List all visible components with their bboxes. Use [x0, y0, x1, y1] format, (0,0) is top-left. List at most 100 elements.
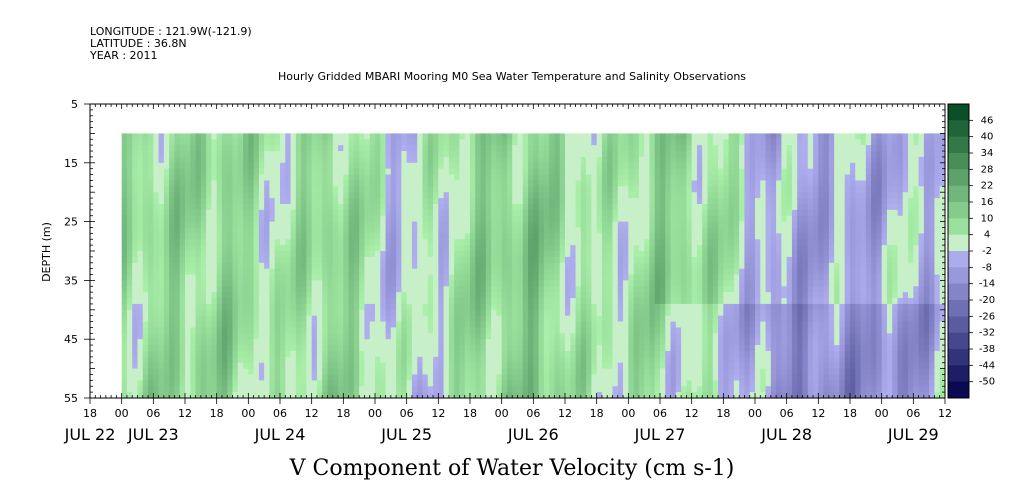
- heatmap-cell: [586, 274, 592, 281]
- heatmap-cell: [179, 174, 186, 182]
- heatmap-cell: [528, 162, 534, 170]
- heatmap-cell: [612, 374, 619, 381]
- heatmap-cell: [390, 133, 397, 140]
- heatmap-cell: [543, 209, 550, 217]
- heatmap-cell: [227, 203, 234, 211]
- heatmap-cell: [174, 174, 181, 182]
- heatmap-cell: [153, 186, 160, 193]
- heatmap-cell: [206, 386, 212, 393]
- heatmap-cell: [126, 239, 133, 246]
- heatmap-cell: [575, 256, 582, 264]
- heatmap-cell: [517, 356, 524, 364]
- heatmap-cell: [343, 133, 350, 140]
- heatmap-cell: [644, 274, 651, 281]
- heatmap-cell: [528, 198, 534, 205]
- heatmap-cell: [464, 145, 471, 152]
- heatmap-cell: [665, 268, 672, 276]
- heatmap-cell: [464, 198, 471, 205]
- heatmap-cell: [375, 368, 381, 376]
- heatmap-cell: [237, 386, 244, 393]
- heatmap-cell: [580, 309, 587, 317]
- heatmap-cell: [148, 192, 154, 199]
- heatmap-cell: [200, 133, 207, 140]
- heatmap-cell: [586, 368, 592, 376]
- heatmap-cell: [633, 256, 640, 264]
- heatmap-cell: [670, 362, 677, 370]
- heatmap-cell: [454, 145, 461, 152]
- heatmap-cell: [148, 280, 154, 287]
- heatmap-cell: [591, 180, 598, 187]
- heatmap-cell: [295, 274, 302, 281]
- heatmap-cell: [322, 186, 329, 193]
- heatmap-cell: [517, 274, 524, 281]
- heatmap-cell: [200, 156, 207, 164]
- heatmap-cell: [295, 151, 302, 158]
- heatmap-cell: [422, 215, 429, 223]
- heatmap-cell: [190, 327, 197, 334]
- heatmap-cell: [485, 209, 492, 217]
- heatmap-cell: [332, 256, 339, 264]
- heatmap-cell: [406, 233, 413, 240]
- heatmap-cell: [322, 139, 329, 146]
- heatmap-cell: [121, 180, 128, 187]
- heatmap-cell: [264, 215, 271, 223]
- heatmap-cell: [126, 368, 133, 376]
- heatmap-cell: [644, 292, 651, 299]
- heatmap-cell: [301, 262, 307, 270]
- heatmap-cell: [438, 350, 445, 358]
- heatmap-cell: [311, 174, 318, 182]
- heatmap-cell: [480, 151, 487, 158]
- heatmap-cell: [227, 298, 234, 305]
- heatmap-cell: [533, 315, 540, 323]
- heatmap-cell: [660, 362, 666, 370]
- heatmap-cell: [274, 345, 281, 352]
- heatmap-cell: [406, 268, 413, 276]
- heatmap-cell: [448, 227, 455, 234]
- heatmap-cell: [195, 315, 202, 323]
- heatmap-cell: [332, 180, 339, 187]
- heatmap-cell: [253, 162, 260, 170]
- heatmap-cell: [638, 292, 645, 299]
- heatmap-cell: [422, 174, 429, 182]
- heatmap-cell: [364, 233, 371, 240]
- heatmap-cell: [137, 321, 144, 329]
- heatmap-cell: [681, 209, 687, 217]
- heatmap-cell: [396, 239, 402, 246]
- heatmap-cell: [380, 156, 387, 164]
- heatmap-cell: [549, 133, 556, 140]
- heatmap-cell: [448, 362, 455, 370]
- heatmap-cell: [638, 280, 645, 287]
- heatmap-cell: [638, 162, 645, 170]
- heatmap-cell: [675, 245, 682, 252]
- heatmap-cell: [691, 386, 698, 393]
- heatmap-cell: [649, 251, 656, 258]
- heatmap-cell: [227, 274, 234, 281]
- heatmap-cell: [591, 215, 598, 223]
- heatmap-cell: [332, 333, 339, 340]
- heatmap-cell: [522, 280, 529, 287]
- heatmap-cell: [390, 327, 397, 334]
- heatmap-cell: [390, 156, 397, 164]
- heatmap-cell: [427, 186, 434, 193]
- heatmap-cell: [211, 280, 218, 287]
- heatmap-cell: [675, 327, 682, 334]
- heatmap-cell: [586, 180, 592, 187]
- heatmap-cell: [269, 186, 276, 193]
- heatmap-cell: [459, 321, 466, 329]
- heatmap-cell: [559, 156, 566, 164]
- heatmap-cell: [237, 380, 244, 387]
- heatmap-cell: [665, 180, 672, 187]
- heatmap-cell: [586, 174, 592, 182]
- heatmap-cell: [517, 168, 524, 176]
- heatmap-cell: [396, 333, 402, 340]
- heatmap-cell: [522, 145, 529, 152]
- heatmap-cell: [612, 339, 619, 346]
- heatmap-cell: [506, 256, 513, 264]
- heatmap-cell: [565, 286, 571, 293]
- heatmap-cell: [401, 139, 408, 146]
- heatmap-cell: [596, 162, 603, 170]
- heatmap-cell: [253, 303, 260, 311]
- heatmap-cell: [607, 262, 614, 270]
- heatmap-cell: [660, 174, 666, 182]
- heatmap-cell: [427, 156, 434, 164]
